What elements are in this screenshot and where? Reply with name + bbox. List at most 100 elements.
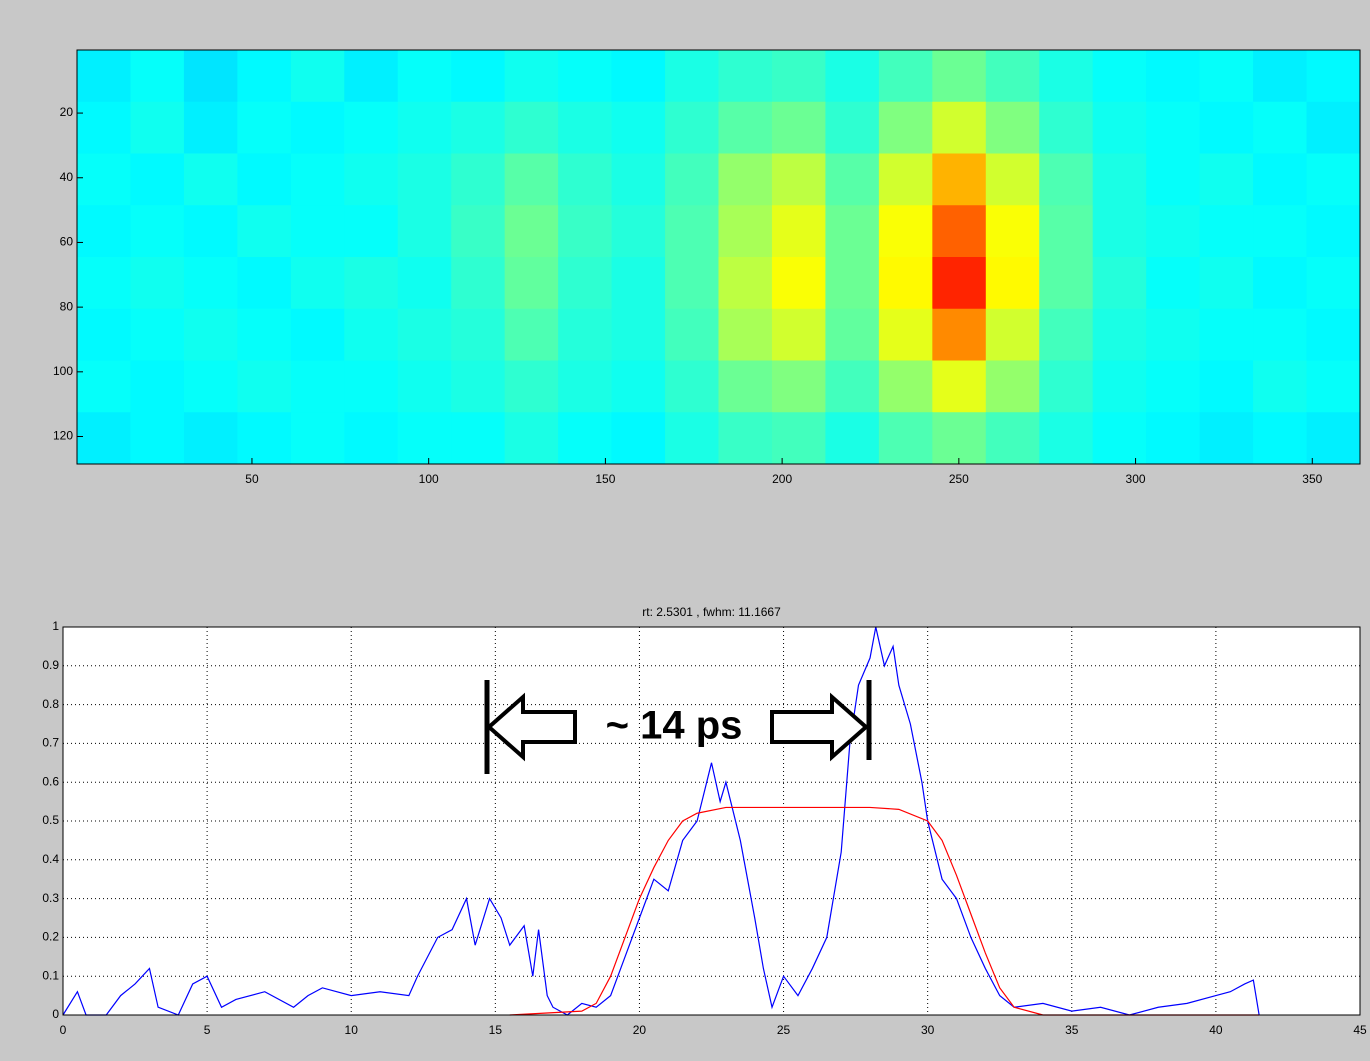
- data-line: [62, 626, 1260, 1016]
- heat-cell: [878, 101, 933, 154]
- heat-cell: [718, 101, 773, 154]
- heat-cell: [1146, 360, 1201, 413]
- heat-cell: [504, 101, 559, 154]
- heat-cell: [1199, 257, 1254, 310]
- heat-cell: [451, 412, 506, 465]
- heat-cell: [985, 205, 1040, 258]
- heat-cell: [932, 101, 987, 154]
- heat-cell: [718, 50, 773, 103]
- heat-cell: [825, 308, 880, 361]
- heat-cell: [1306, 412, 1361, 465]
- heat-cell: [397, 360, 452, 413]
- heat-cell: [1039, 50, 1094, 103]
- heat-cell: [290, 257, 345, 310]
- heat-cell: [183, 257, 238, 310]
- heat-cell: [1039, 308, 1094, 361]
- heat-cell: [344, 257, 399, 310]
- heat-cell: [183, 308, 238, 361]
- heat-cell: [237, 360, 292, 413]
- heat-cell: [183, 153, 238, 206]
- x-tick-label: 10: [345, 1023, 359, 1037]
- heat-cell: [878, 360, 933, 413]
- y-tick-label: 0.8: [42, 697, 59, 711]
- y-tick-label: 0.2: [42, 930, 59, 944]
- x-tick-label: 300: [1126, 472, 1146, 486]
- y-tick-label: 0: [52, 1007, 59, 1021]
- heat-cell: [985, 257, 1040, 310]
- heat-cell: [1199, 101, 1254, 154]
- heat-cell: [878, 205, 933, 258]
- heat-cell: [183, 205, 238, 258]
- heat-cell: [718, 360, 773, 413]
- heat-cell: [290, 360, 345, 413]
- heat-cell: [183, 360, 238, 413]
- heat-cell: [397, 153, 452, 206]
- heat-cell: [1253, 360, 1308, 413]
- heat-cell: [558, 412, 613, 465]
- heat-cell: [985, 101, 1040, 154]
- heat-cell: [771, 153, 826, 206]
- heat-cell: [558, 360, 613, 413]
- heat-cell: [985, 412, 1040, 465]
- heat-cell: [825, 412, 880, 465]
- y-tick-label: 0.3: [42, 891, 59, 905]
- heat-cell: [665, 153, 719, 206]
- heat-cell: [558, 257, 613, 310]
- heat-cell: [771, 360, 826, 413]
- heat-cell: [1146, 308, 1201, 361]
- heat-cell: [237, 101, 292, 154]
- heat-cell: [344, 308, 399, 361]
- heat-cell: [665, 205, 719, 258]
- heat-cell: [932, 308, 987, 361]
- heat-cell: [1092, 360, 1147, 413]
- heat-cell: [611, 50, 666, 103]
- heat-cell: [504, 412, 559, 465]
- heat-cell: [1306, 360, 1361, 413]
- heat-cell: [1146, 257, 1201, 310]
- heat-cell: [611, 101, 666, 154]
- x-tick-label: 250: [949, 472, 969, 486]
- heat-cell: [344, 50, 399, 103]
- heat-cell: [344, 412, 399, 465]
- heat-cell: [130, 101, 185, 154]
- heat-cell: [237, 153, 292, 206]
- heat-cell: [451, 205, 506, 258]
- x-tick-label: 25: [777, 1023, 791, 1037]
- x-tick-label: 0: [60, 1023, 67, 1037]
- heat-cell: [1306, 50, 1361, 103]
- heat-cell: [451, 308, 506, 361]
- heat-cell: [558, 205, 613, 258]
- y-tick-label: 0.7: [42, 736, 59, 750]
- heat-cell: [77, 205, 131, 258]
- heat-cell: [1253, 205, 1308, 258]
- heat-cell: [237, 205, 292, 258]
- heat-cell: [932, 205, 987, 258]
- heat-cell: [1092, 50, 1147, 103]
- heat-cell: [451, 360, 506, 413]
- heat-cell: [451, 257, 506, 310]
- heat-cell: [1199, 412, 1254, 465]
- x-tick-label: 45: [1353, 1023, 1367, 1037]
- heat-cell: [397, 257, 452, 310]
- heat-cell: [130, 50, 185, 103]
- heat-cell: [130, 153, 185, 206]
- x-tick-label: 20: [633, 1023, 647, 1037]
- heat-cell: [1092, 153, 1147, 206]
- heat-cell: [397, 308, 452, 361]
- y-tick-label: 0.6: [42, 774, 59, 788]
- heat-cell: [237, 50, 292, 103]
- y-tick-label: 120: [53, 429, 73, 443]
- heat-cell: [985, 50, 1040, 103]
- heat-cell: [1253, 308, 1308, 361]
- heat-cell: [1253, 101, 1308, 154]
- heat-cell: [558, 50, 613, 103]
- heat-cell: [1199, 360, 1254, 413]
- heat-cell: [878, 153, 933, 206]
- heat-cell: [1199, 205, 1254, 258]
- y-tick-label: 20: [60, 105, 74, 119]
- heat-cell: [1146, 412, 1201, 465]
- heat-cell: [932, 360, 987, 413]
- heat-cell: [344, 101, 399, 154]
- x-tick-label: 15: [489, 1023, 503, 1037]
- axes-frame: [76, 49, 1361, 465]
